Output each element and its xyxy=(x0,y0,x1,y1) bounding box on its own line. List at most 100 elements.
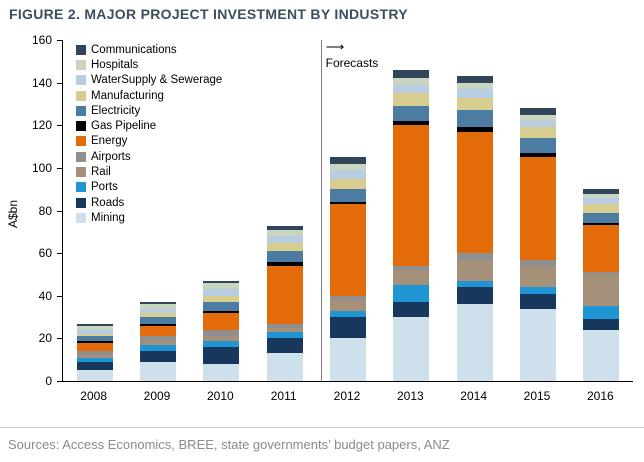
legend-item-mining: Mining xyxy=(76,210,222,225)
bar-segment-watersupply-sewerage xyxy=(76,329,113,335)
bar-segment-gas-pipeline xyxy=(203,310,240,313)
legend-label: Gas Pipeline xyxy=(91,120,157,133)
bar-segment-hospitals xyxy=(329,163,366,171)
stacked-bar-2015 xyxy=(519,108,556,381)
bar-segment-hospitals xyxy=(583,193,620,198)
bar-segment-watersupply-sewerage xyxy=(329,170,366,179)
bar-segment-airports xyxy=(266,323,303,328)
bar-segment-airports xyxy=(519,259,556,266)
legend-item-manufacturing: Manufacturing xyxy=(76,88,222,103)
bar-segment-mining xyxy=(203,363,240,381)
bar-segment-manufacturing xyxy=(456,97,493,111)
legend-label: Mining xyxy=(91,211,125,224)
bar-segment-ports xyxy=(393,285,430,303)
stacked-bar-2013 xyxy=(393,69,430,381)
bar-segment-electricity xyxy=(139,317,176,324)
bar-segment-roads xyxy=(329,317,366,339)
bar-segment-hospitals xyxy=(266,229,303,237)
bar-segment-airports xyxy=(393,265,430,271)
legend-label: Electricity xyxy=(91,104,141,117)
legend-swatch xyxy=(76,197,86,208)
bar-segment-watersupply-sewerage xyxy=(583,197,620,205)
bar-segment-communications xyxy=(203,280,240,284)
bar-segment-gas-pipeline xyxy=(456,127,493,132)
legend-swatch xyxy=(76,75,86,86)
bar-column-2015 xyxy=(506,40,569,381)
bar-segment-hospitals xyxy=(139,304,176,309)
plot-area: ⟶ Forecasts Communications Hospitals Water… xyxy=(62,40,633,382)
y-tick-label: 120 xyxy=(31,118,52,133)
bar-segment-energy xyxy=(266,265,303,324)
bar-segment-rail xyxy=(583,274,620,307)
bar-segment-manufacturing xyxy=(583,204,620,213)
bar-segment-ports xyxy=(456,280,493,288)
legend-label: Roads xyxy=(91,196,125,209)
bar-segment-rail xyxy=(519,265,556,288)
bar-segment-rail xyxy=(203,336,240,341)
y-tick-label: 20 xyxy=(38,331,52,346)
y-tick-label: 0 xyxy=(45,374,52,388)
bar-segment-electricity xyxy=(76,336,113,341)
legend-swatch xyxy=(76,182,86,193)
bar-segment-watersupply-sewerage xyxy=(519,121,556,128)
x-tick-label: 2014 xyxy=(460,389,487,403)
bar-column-2014 xyxy=(443,40,506,381)
bar-segment-electricity xyxy=(393,106,430,122)
bar-column-2016 xyxy=(570,40,633,381)
y-tick-label: 140 xyxy=(31,75,52,90)
legend-swatch xyxy=(76,90,86,101)
x-tick-label: 2010 xyxy=(206,389,234,403)
legend-item-rail: Rail xyxy=(76,164,222,179)
bar-segment-hospitals xyxy=(393,78,430,85)
bar-segment-mining xyxy=(76,370,113,381)
bar-segment-electricity xyxy=(203,302,240,311)
legend-item-ports: Ports xyxy=(76,180,222,195)
legend-item-watersupply-sewerage: WaterSupply & Sewerage xyxy=(76,73,222,88)
stacked-bar-2009 xyxy=(139,302,176,381)
x-tick-label: 2008 xyxy=(80,389,107,403)
bar-segment-gas-pipeline xyxy=(393,121,430,126)
bar-segment-mining xyxy=(519,308,556,381)
legend-item-hospitals: Hospitals xyxy=(76,57,222,72)
forecast-label: Forecasts xyxy=(325,56,379,70)
legend-item-communications: Communications xyxy=(76,42,222,57)
bar-segment-rail xyxy=(456,259,493,281)
x-tick-label: 2016 xyxy=(586,389,614,403)
legend-item-electricity: Electricity xyxy=(76,103,222,118)
bar-segment-gas-pipeline xyxy=(329,202,366,205)
bar-segment-roads xyxy=(76,361,113,371)
bar-segment-gas-pipeline xyxy=(519,153,556,158)
bar-segment-mining xyxy=(266,353,303,381)
bar-segment-rail xyxy=(329,300,366,311)
bar-segment-airports xyxy=(456,253,493,260)
bar-segment-communications xyxy=(139,302,176,305)
bar-segment-ports xyxy=(519,287,556,294)
bar-segment-communications xyxy=(393,69,430,79)
bar-segment-energy xyxy=(456,131,493,254)
bar-column-2011 xyxy=(253,40,316,381)
bar-segment-communications xyxy=(266,225,303,230)
legend-label: Manufacturing xyxy=(91,89,164,102)
stacked-bar-2008 xyxy=(76,323,113,381)
bar-segment-electricity xyxy=(519,138,556,153)
bar-segment-energy xyxy=(393,125,430,266)
x-tick-label: 2011 xyxy=(270,389,297,403)
bar-segment-gas-pipeline xyxy=(266,261,303,266)
bar-segment-mining xyxy=(456,304,493,381)
bar-segment-roads xyxy=(203,346,240,364)
legend-swatch xyxy=(76,136,86,147)
legend-swatch xyxy=(76,44,86,55)
bar-segment-energy xyxy=(139,325,176,337)
y-tick-label: 100 xyxy=(31,160,52,175)
legend-swatch xyxy=(76,151,86,162)
bar-segment-roads xyxy=(139,351,176,362)
legend-swatch xyxy=(76,212,86,223)
bar-segment-roads xyxy=(266,338,303,354)
legend-label: Ports xyxy=(91,181,118,194)
bar-segment-watersupply-sewerage xyxy=(456,89,493,98)
bar-segment-roads xyxy=(583,319,620,330)
bar-segment-airports xyxy=(203,329,240,337)
legend-label: Communications xyxy=(91,43,177,56)
bar-segment-hospitals xyxy=(519,114,556,122)
